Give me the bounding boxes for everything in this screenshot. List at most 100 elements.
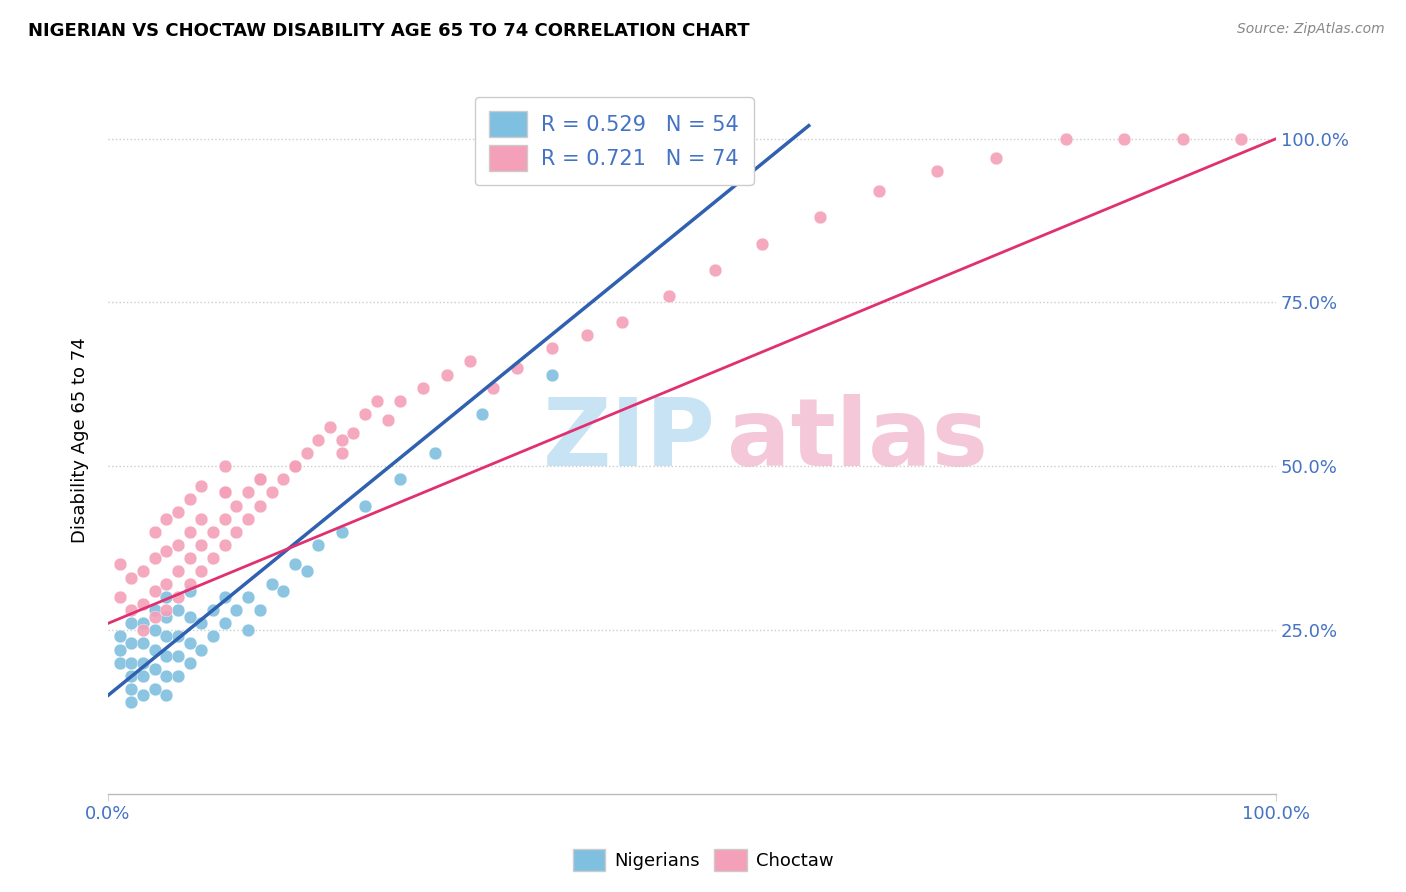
Point (108, 642, 131, 657)
Point (167, 505, 190, 519)
Point (120, 695, 142, 709)
Point (810, 211, 832, 225)
Point (458, 354, 481, 368)
Point (120, 656, 142, 670)
Point (143, 662, 166, 676)
Point (108, 630, 131, 644)
Point (120, 570, 142, 584)
Point (214, 591, 236, 605)
Point (167, 603, 190, 617)
Point (179, 524, 201, 539)
Point (143, 681, 166, 696)
Point (284, 459, 307, 474)
Point (179, 550, 201, 565)
Point (295, 564, 318, 578)
Point (132, 623, 155, 637)
Point (330, 433, 353, 447)
Point (179, 656, 201, 670)
Point (388, 472, 411, 486)
Point (236, 485, 259, 500)
Point (1171, 132, 1194, 146)
Point (120, 636, 142, 650)
Point (132, 669, 155, 683)
Point (143, 623, 166, 637)
Legend: R = 0.529   N = 54, R = 0.721   N = 74: R = 0.529 N = 54, R = 0.721 N = 74 (475, 96, 754, 186)
Point (155, 591, 177, 605)
Point (155, 669, 177, 683)
Point (260, 577, 283, 591)
Point (366, 393, 388, 408)
Point (249, 472, 271, 486)
Point (179, 610, 201, 624)
Point (249, 499, 271, 513)
Point (132, 616, 155, 631)
Point (108, 656, 131, 670)
Point (202, 550, 225, 565)
Point (319, 420, 342, 434)
Point (236, 591, 259, 605)
Point (1054, 132, 1077, 146)
Point (167, 564, 190, 578)
Point (155, 544, 177, 558)
Point (1230, 132, 1253, 146)
Point (471, 407, 494, 421)
Point (271, 583, 294, 598)
Point (423, 446, 446, 460)
Y-axis label: Disability Age 65 to 74: Disability Age 65 to 74 (72, 337, 89, 543)
Point (295, 446, 318, 460)
Point (214, 485, 236, 500)
Point (284, 459, 307, 474)
Point (284, 558, 307, 572)
Point (120, 681, 142, 696)
Point (307, 433, 329, 447)
Point (155, 610, 177, 624)
Point (108, 591, 131, 605)
Point (155, 577, 177, 591)
Point (377, 413, 399, 427)
Point (120, 669, 142, 683)
Point (1114, 132, 1136, 146)
Point (179, 636, 201, 650)
Point (132, 564, 155, 578)
Point (506, 361, 529, 376)
Point (354, 499, 377, 513)
Point (179, 577, 201, 591)
Point (751, 236, 773, 251)
Point (342, 426, 364, 441)
Point (179, 491, 201, 506)
Point (436, 368, 458, 382)
Point (330, 524, 353, 539)
Point (155, 649, 177, 664)
Point (143, 550, 166, 565)
Point (658, 289, 681, 303)
Point (190, 564, 212, 578)
Legend: Nigerians, Choctaw: Nigerians, Choctaw (565, 842, 841, 879)
Point (179, 583, 201, 598)
Point (190, 642, 212, 657)
Text: atlas: atlas (727, 394, 988, 486)
Point (120, 603, 142, 617)
Point (225, 603, 247, 617)
Point (202, 603, 225, 617)
Point (214, 538, 236, 552)
Point (214, 485, 236, 500)
Point (155, 630, 177, 644)
Point (225, 499, 247, 513)
Text: ZIP: ZIP (543, 394, 716, 486)
Point (540, 368, 562, 382)
Text: NIGERIAN VS CHOCTAW DISABILITY AGE 65 TO 74 CORRELATION CHART: NIGERIAN VS CHOCTAW DISABILITY AGE 65 TO… (28, 22, 749, 40)
Point (120, 616, 142, 631)
Point (704, 262, 727, 277)
Point (249, 472, 271, 486)
Point (155, 511, 177, 525)
Point (249, 603, 271, 617)
Point (143, 610, 166, 624)
Point (108, 558, 131, 572)
Point (190, 479, 212, 493)
Point (132, 636, 155, 650)
Point (132, 689, 155, 703)
Point (143, 524, 166, 539)
Point (214, 511, 236, 525)
Point (354, 407, 377, 421)
Point (610, 315, 633, 329)
